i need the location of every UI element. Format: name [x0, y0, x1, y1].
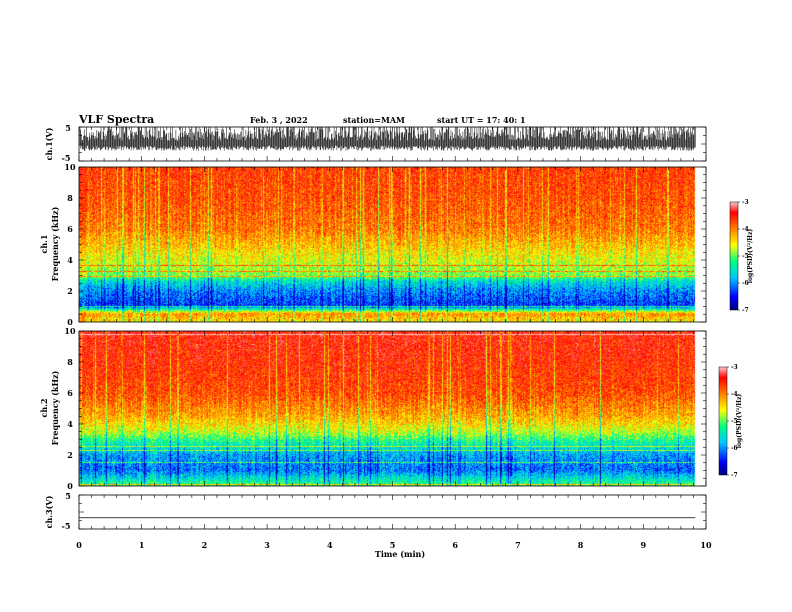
colorbar-tick-label: -7 — [742, 307, 749, 314]
ch3-ytick-top: 5 — [65, 491, 71, 501]
frequency-tick-label: 2 — [67, 450, 73, 460]
ch1-colorbar-label: log(PSD)(V²/Hz) — [747, 229, 754, 284]
figure-title: VLF Spectra — [78, 113, 154, 126]
ch1-waveform-trace — [79, 127, 696, 151]
ch1-spectrogram-ytick-labels: 0 2 4 6 8 10 — [64, 162, 76, 327]
time-tick-label: 2 — [202, 540, 208, 550]
ch1-spectrogram-ylabel-channel: ch.1 — [39, 234, 49, 253]
ch1-waveform-ylabel: ch.1(V) — [44, 127, 54, 160]
ch1-waveform-path — [79, 127, 696, 151]
ch2-spectrogram-ylabel-channel: ch.2 — [39, 398, 49, 417]
time-tick-label: 8 — [578, 540, 584, 550]
ch2-spectrogram-image — [79, 331, 706, 486]
time-tick-label: 10 — [700, 540, 712, 550]
station-label: station=MAM — [343, 115, 405, 125]
frequency-tick-label: 4 — [67, 419, 73, 429]
colorbar-tick-label: -3 — [742, 199, 749, 206]
colorbar-tick-label: -5 — [742, 253, 749, 260]
frequency-tick-label: 8 — [67, 193, 73, 203]
colorbar-tick-label: -6 — [742, 280, 749, 287]
ch3-waveform-frame — [78, 494, 707, 530]
colorbar-tick-label: -5 — [731, 418, 738, 425]
ch2-colorbar-label: log(PSD)(V²/Hz) — [736, 394, 743, 449]
frequency-tick-label: 4 — [67, 255, 73, 265]
time-tick-label: 3 — [264, 540, 270, 550]
time-axis-label: Time (min) — [375, 549, 425, 559]
colorbar-tick-label: -3 — [731, 364, 738, 371]
colorbar-tick-label: -4 — [731, 391, 738, 398]
time-axis-tick-labels: 0 1 2 3 4 5 6 7 8 9 10 — [76, 540, 712, 550]
colorbar-tick-label: -6 — [731, 445, 738, 452]
ch1-colorbar-ticks: -3 -4 -5 -6 -7 — [738, 199, 749, 314]
ch2-colorbar: -3 -4 -5 -6 -7 log(PSD)(V²/Hz) — [718, 364, 743, 479]
ch3-waveform-panel: 5 -5 ch.3(V) — [44, 491, 707, 531]
frequency-tick-label: 10 — [64, 326, 76, 336]
colorbar-tick-label: -4 — [742, 226, 749, 233]
frequency-tick-label: 6 — [67, 224, 73, 234]
ch2-spectrogram-ticks — [78, 330, 707, 487]
frequency-tick-label: 8 — [67, 357, 73, 367]
ch2-spectrogram-ylabel: Frequency (kHz) — [50, 370, 60, 445]
time-tick-label: 9 — [641, 540, 647, 550]
ch1-waveform-ticks — [78, 126, 707, 162]
frequency-tick-label: 6 — [67, 388, 73, 398]
ch1-spectrogram-panel: 0 2 4 6 8 10 ch.1 Frequency (kHz) -3 -4 -5 -6 -7 … — [39, 162, 754, 327]
ch1-ytick-top: 5 — [65, 123, 71, 133]
time-tick-label: 6 — [452, 540, 458, 550]
date-label: Feb. 3 , 2022 — [250, 115, 308, 125]
ch2-spectrogram-ytick-labels: 0 2 4 6 8 10 — [64, 326, 76, 491]
time-tick-label: 4 — [327, 540, 333, 550]
ch1-colorbar-scale — [729, 201, 739, 311]
ch1-spectrogram-ylabel: Frequency (kHz) — [50, 206, 60, 281]
start-time-label: start UT = 17: 40: 1 — [437, 115, 526, 125]
time-tick-label: 0 — [76, 540, 82, 550]
ch2-spectrogram-panel: 0 2 4 6 8 10 ch.2 Frequency (kHz) -3 -4 -5 -6 -7 … — [39, 326, 743, 491]
ch1-ytick-bottom: -5 — [62, 153, 71, 163]
ch1-spectrogram-ticks — [78, 166, 707, 323]
frequency-tick-label: 2 — [67, 286, 73, 296]
ch2-colorbar-scale — [718, 366, 728, 476]
ch2-colorbar-ticks: -3 -4 -5 -6 -7 — [727, 364, 738, 479]
time-tick-label: 7 — [515, 540, 521, 550]
time-tick-label: 1 — [139, 540, 145, 550]
ch1-colorbar: -3 -4 -5 -6 -7 log(PSD)(V²/Hz) — [729, 199, 754, 314]
ch3-waveform-ticks — [78, 494, 707, 530]
frequency-tick-label: 0 — [67, 317, 73, 327]
colorbar-tick-label: -7 — [731, 472, 738, 479]
ch3-waveform-ylabel: ch.3(V) — [44, 495, 54, 528]
frequency-tick-label: 0 — [67, 481, 73, 491]
ch1-waveform-panel: 5 -5 ch.1(V) — [44, 123, 707, 163]
ch1-spectrogram-image — [79, 167, 706, 322]
frequency-tick-label: 10 — [64, 162, 76, 172]
time-tick-label: 5 — [390, 540, 396, 550]
ch3-ytick-bottom: -5 — [62, 521, 71, 531]
